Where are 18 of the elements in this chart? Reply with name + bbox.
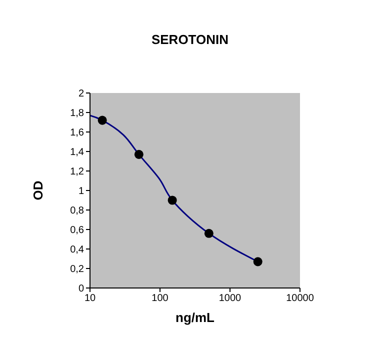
y-tick-label: 0,8 [70,206,84,217]
y-tick-label: 0,2 [70,264,84,276]
x-tick-label: 10000 [286,293,314,304]
y-tick-label: 1 [78,186,84,198]
y-axis-title: OD [30,180,46,200]
x-tick-label: 10 [84,293,96,304]
x-tick-label: 1000 [218,293,242,304]
y-tick-label: 1,4 [70,147,84,158]
y-tick-label: 2 [78,88,84,100]
y-tick-label: 0,4 [70,244,84,256]
x-axis-title: ng/mL [176,310,215,325]
y-tick-label: 0,6 [70,225,84,236]
y-tick-label: 1,6 [70,128,84,139]
y-tick-label: 1,2 [70,166,84,178]
x-tick-label: 100 [152,293,169,304]
y-tick-label: 0 [78,284,84,295]
chart-title: SEROTONIN [150,32,230,47]
y-tick-label: 1,8 [70,108,84,120]
